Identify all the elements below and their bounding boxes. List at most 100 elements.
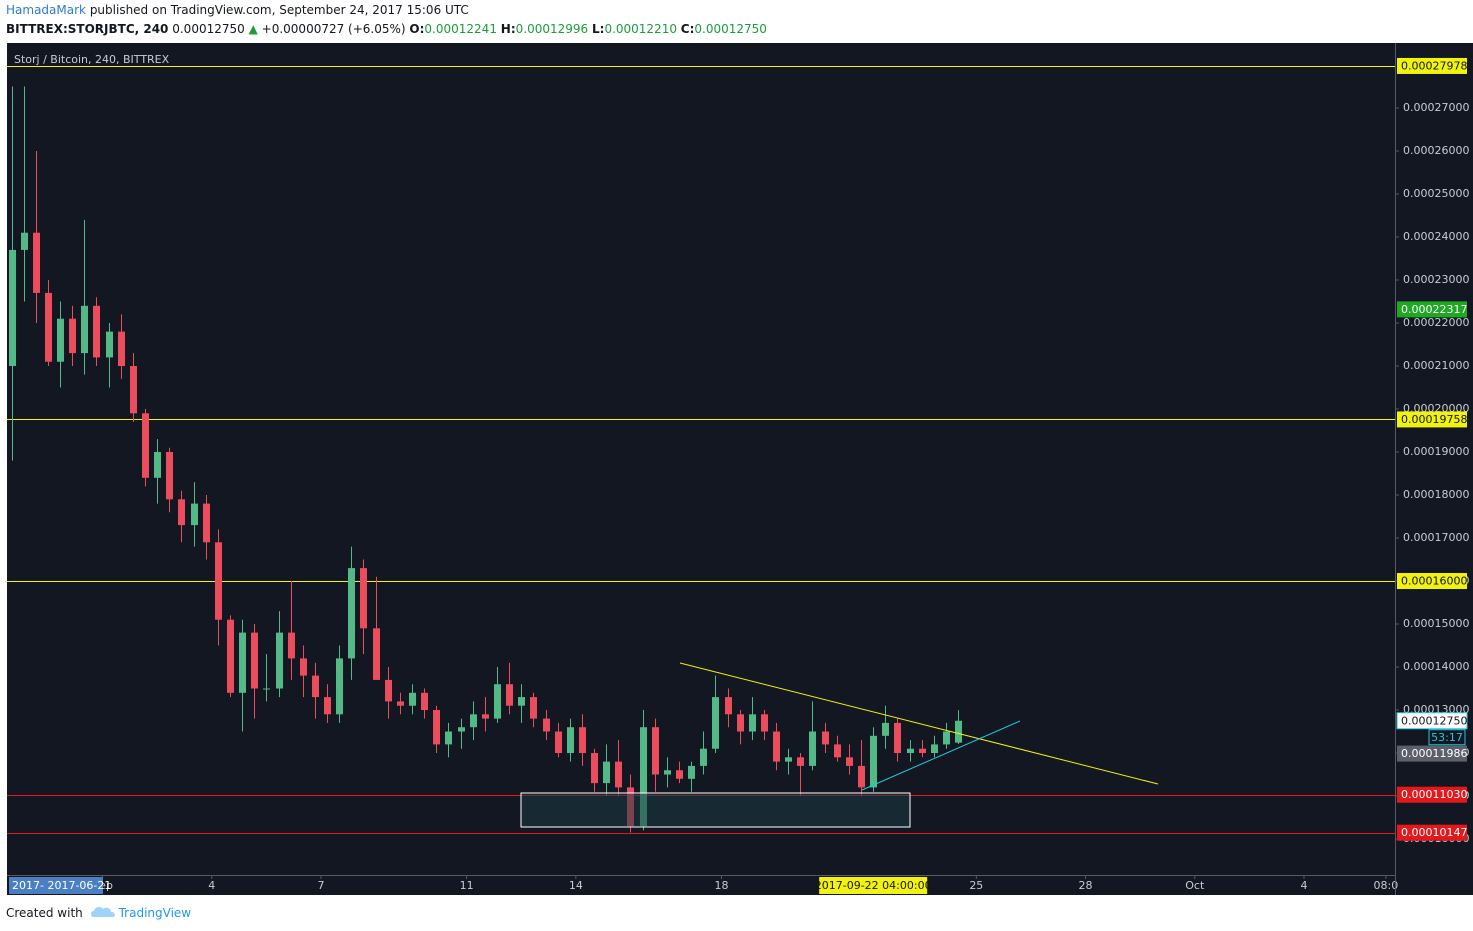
candle-body bbox=[822, 731, 829, 745]
candle-body bbox=[882, 722, 889, 736]
candle-body bbox=[81, 305, 88, 354]
candle-body bbox=[761, 714, 768, 732]
candle-body bbox=[518, 697, 525, 706]
ohlc-label: H: bbox=[500, 22, 516, 36]
chart-background bbox=[7, 43, 1473, 895]
candle-body bbox=[773, 731, 780, 762]
candle-body bbox=[360, 568, 367, 629]
candle-body bbox=[603, 761, 610, 784]
candle-body bbox=[263, 688, 270, 690]
ohlc-value: 0.00012241 bbox=[424, 22, 497, 36]
candle-body bbox=[324, 697, 331, 715]
y-tick-label: 0.00024000 bbox=[1403, 230, 1469, 243]
candle-body bbox=[373, 628, 380, 680]
candle-body bbox=[858, 765, 865, 788]
published: published on TradingView.com, September … bbox=[89, 3, 469, 17]
candle-body bbox=[336, 658, 343, 715]
ohlc-label: O: bbox=[409, 22, 425, 36]
author[interactable]: HamadaMark bbox=[6, 3, 86, 17]
y-tick-label: 0.00021000 bbox=[1403, 359, 1469, 372]
support-zone bbox=[520, 792, 911, 828]
x-tick-label: Oct bbox=[1185, 879, 1205, 892]
candle-body bbox=[288, 632, 295, 659]
drawings bbox=[520, 662, 1159, 828]
x-tick-label: 4 bbox=[1300, 879, 1307, 892]
y-tick-label: 0.00018000 bbox=[1403, 488, 1469, 501]
price-label-bg bbox=[1397, 411, 1467, 428]
price-label-bg bbox=[1397, 57, 1467, 74]
candle-body bbox=[894, 722, 901, 754]
price-label: 0.00011986 bbox=[1401, 747, 1467, 760]
left-time: 2017- 2017-06-21 bbox=[12, 879, 111, 892]
candle-body bbox=[919, 748, 926, 754]
ohlc-value: 0.00012750 bbox=[694, 22, 767, 36]
candle-body bbox=[688, 765, 695, 779]
candle-body bbox=[166, 452, 173, 500]
candle-body bbox=[785, 757, 792, 762]
price-label: 0.00011030 bbox=[1401, 788, 1467, 801]
candle-body bbox=[700, 748, 707, 766]
candle-body bbox=[106, 331, 113, 358]
candle-body bbox=[615, 761, 622, 788]
ohlc-value: 0.00012996 bbox=[515, 22, 589, 36]
candle-body bbox=[397, 701, 404, 706]
price-label-bg bbox=[1396, 712, 1468, 730]
header-quote: BITTREX:STORJBTC, 240 0.00012750 ▲ +0.00… bbox=[6, 22, 767, 36]
header-line: HamadaMark published on TradingView.com,… bbox=[6, 3, 469, 17]
candle-body bbox=[348, 568, 355, 659]
candle-body bbox=[567, 727, 574, 754]
x-tick-label: 7 bbox=[318, 879, 325, 892]
created: Created with bbox=[6, 906, 83, 920]
change: +0.00000727 (+6.05%) bbox=[261, 22, 406, 36]
candle-body bbox=[809, 731, 816, 766]
countdown-bg bbox=[1428, 729, 1466, 746]
candle-body bbox=[579, 727, 586, 754]
x-tick-label: 14 bbox=[569, 879, 583, 892]
logo bbox=[90, 907, 115, 917]
candle-body bbox=[142, 413, 149, 478]
crosshair-time-bg bbox=[819, 877, 928, 894]
y-tick-label: 0.00017000 bbox=[1403, 531, 1469, 544]
x-tick-label: 08:0 bbox=[1374, 879, 1399, 892]
x-tick-label: 4 bbox=[208, 879, 215, 892]
candle-body bbox=[421, 692, 428, 711]
candle-body bbox=[385, 679, 392, 702]
candle-body bbox=[494, 684, 501, 719]
y-tick-label: 0.00015000 bbox=[1403, 617, 1469, 630]
y-tick-label: 0.00027000 bbox=[1403, 101, 1469, 114]
candle-body bbox=[652, 727, 659, 775]
candle-body bbox=[57, 318, 64, 362]
candle-body bbox=[21, 232, 28, 250]
candle-body bbox=[591, 753, 598, 784]
candle-body bbox=[191, 503, 198, 526]
chart: 0.000100000.000110000.000120000.00013000… bbox=[7, 43, 1473, 895]
x-tick-label: 18 bbox=[714, 879, 728, 892]
candle-body bbox=[555, 731, 562, 754]
candle-body bbox=[846, 757, 853, 766]
price-label: 0.00019758 bbox=[1401, 413, 1467, 426]
y-tick-label: 0.00014000 bbox=[1403, 660, 1469, 673]
candle-body bbox=[33, 232, 40, 293]
price-label-bg bbox=[1397, 745, 1467, 762]
candle-body bbox=[676, 770, 683, 779]
candle-body bbox=[749, 714, 756, 732]
candle-body bbox=[530, 697, 537, 719]
candle-body bbox=[9, 249, 16, 367]
ohlc-value: 0.00012210 bbox=[604, 22, 677, 36]
candle-body bbox=[215, 542, 222, 620]
y-tick-label: 0.00019000 bbox=[1403, 445, 1469, 458]
candle-body bbox=[227, 619, 234, 693]
candle-body bbox=[482, 714, 489, 719]
brand[interactable]: TradingView bbox=[118, 906, 192, 920]
candle-body bbox=[907, 748, 914, 754]
crosshair-time: 2017-09-22 04:00:00 bbox=[815, 879, 932, 892]
candle-body bbox=[458, 727, 465, 732]
candle-body bbox=[737, 714, 744, 732]
y-tick-label: 0.00025000 bbox=[1403, 187, 1469, 200]
y-tick-label: 0.00026000 bbox=[1403, 144, 1469, 157]
price-label: 0.00010147 bbox=[1401, 826, 1467, 839]
y-tick-label: 0.00022000 bbox=[1403, 316, 1469, 329]
price-label: 0.00022317 bbox=[1401, 303, 1467, 316]
price-label: 0.00027978 bbox=[1401, 59, 1467, 72]
